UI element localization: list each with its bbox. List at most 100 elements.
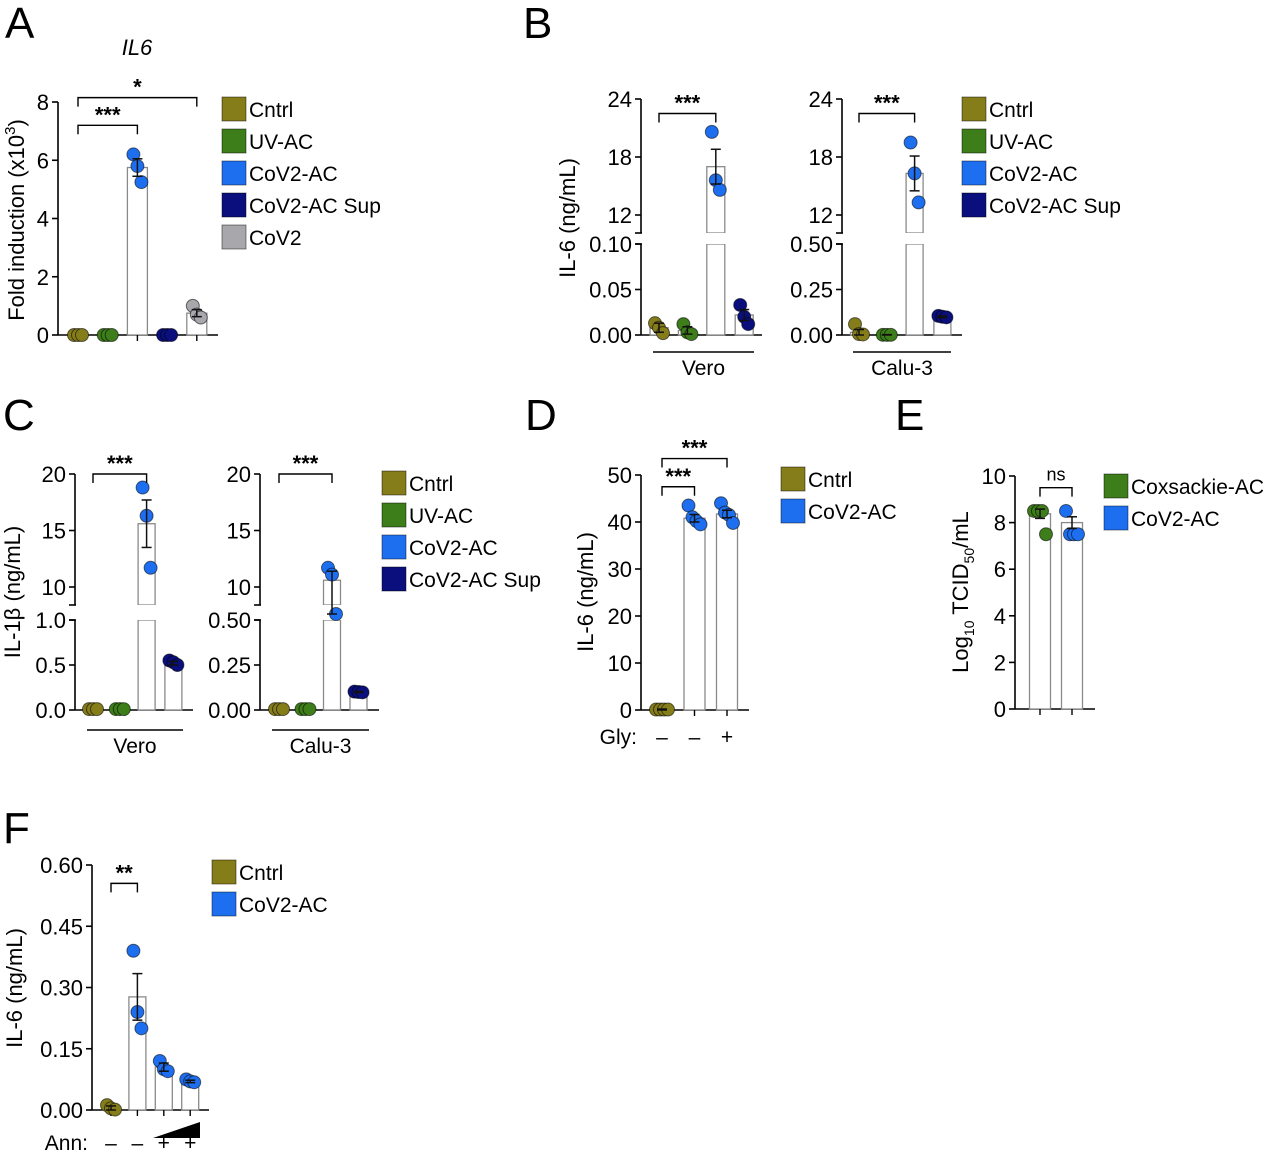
y-axis-label-text: Fold induction (x10 <box>4 135 29 321</box>
y-tick-label: 0.10 <box>589 232 632 257</box>
legend-swatch <box>1103 505 1129 531</box>
y-axis-label: Fold induction (x103) <box>2 119 29 321</box>
bar <box>137 619 156 711</box>
significance-label: *** <box>293 451 319 476</box>
y-tick-label: 0.00 <box>208 698 251 723</box>
y-tick-label: 0.00 <box>790 323 833 348</box>
legend-label: CoV2-AC <box>989 163 1078 186</box>
y-tick-label: 18 <box>608 145 632 170</box>
legend-swatch <box>1103 473 1129 499</box>
data-point <box>75 328 89 342</box>
significance-bracket <box>658 112 717 123</box>
y-axis-label-sub: 10 <box>961 620 977 636</box>
group-label: Vero <box>113 735 156 758</box>
data-point <box>135 480 150 495</box>
y-tick-label: 20 <box>42 462 66 487</box>
legend-label: Cntrl <box>409 473 453 496</box>
group-label: Calu-3 <box>871 357 933 380</box>
bar <box>715 513 739 711</box>
legend-label: CoV2 <box>249 227 302 250</box>
y-tick-label: 10 <box>608 651 632 676</box>
condition-value: + <box>721 726 733 749</box>
bar-break-gap <box>704 233 727 244</box>
y-tick-label: 20 <box>227 462 251 487</box>
panel-b-calu3: 0.00 0.25 0.50 12 18 24 *** Calu-3 Cntrl UV-AC CoV… <box>790 87 1121 380</box>
y-axis-label-text: TCID <box>948 563 973 620</box>
condition-label: Ann: <box>45 1132 88 1155</box>
y-tick-label: 50 <box>608 463 632 488</box>
data-point <box>90 702 104 717</box>
legend-swatch <box>221 160 247 186</box>
significance-bracket <box>661 486 696 496</box>
data-point <box>1035 503 1049 518</box>
y-tick-label: 0.30 <box>40 976 83 1001</box>
legend-swatch <box>780 498 806 524</box>
data-point <box>276 702 290 717</box>
legend-label: CoV2-AC <box>249 163 338 186</box>
legend-label: CoV2-AC Sup <box>409 569 541 592</box>
legend-label: CoV2-AC Sup <box>989 195 1121 218</box>
panel-c-calu3: 0.00 0.25 0.50 10 15 20 *** Calu-3 Cntrl UV-AC CoV… <box>208 451 541 758</box>
y-tick-label: 15 <box>42 519 66 544</box>
y-axis-label: IL-6 (ng/mL) <box>2 928 27 1048</box>
bar <box>322 619 342 711</box>
data-point <box>903 135 918 150</box>
y-tick-label: 0.5 <box>35 653 66 678</box>
panel-letter: F <box>3 804 30 853</box>
y-tick-label: 0.0 <box>35 698 66 723</box>
y-tick-label: 8 <box>994 511 1006 536</box>
data-point <box>1071 527 1085 542</box>
bar-break-gap <box>904 233 926 244</box>
y-tick-label: 24 <box>608 87 632 112</box>
panel-letter: C <box>3 391 35 440</box>
y-tick-label: 0.25 <box>790 278 833 303</box>
legend-label: Cntrl <box>989 99 1033 122</box>
group-label: Calu-3 <box>290 735 352 758</box>
y-tick-label: 0.00 <box>589 323 632 348</box>
y-tick-label: 30 <box>608 557 632 582</box>
y-tick-label: 4 <box>37 207 49 232</box>
y-tick-label: 0.25 <box>208 653 251 678</box>
legend-swatch <box>221 96 247 122</box>
legend-label: Cntrl <box>808 469 852 492</box>
panel-e: 0 2 4 6 8 10 ns Coxsackie-AC CoV2-AC <box>982 464 1265 722</box>
significance-bracket <box>1039 486 1073 497</box>
panel-c-vero: 0.0 0.5 1.0 10 15 20 *** Vero <box>35 451 193 758</box>
legend-swatch <box>221 192 247 218</box>
y-tick-label: 12 <box>809 203 833 228</box>
y-tick-label: 20 <box>608 604 632 629</box>
bar <box>1060 521 1084 710</box>
data-point <box>712 182 727 197</box>
legend-label: UV-AC <box>989 131 1053 154</box>
data-point <box>302 702 317 717</box>
y-axis-label-text: /mL <box>948 511 973 548</box>
dose-wedge <box>153 1122 200 1138</box>
significance-bracket <box>92 473 148 483</box>
significance-label: *** <box>675 91 701 116</box>
y-tick-label: 0.45 <box>40 914 83 939</box>
y-axis-label: IL-1β (ng/mL) <box>0 526 25 658</box>
y-tick-label: 0.15 <box>40 1037 83 1062</box>
legend-label: Coxsackie-AC <box>1131 476 1264 499</box>
legend-label: CoV2-AC <box>808 501 897 524</box>
legend-label: CoV2-AC Sup <box>249 195 381 218</box>
legend-swatch <box>381 470 407 496</box>
data-point <box>134 175 149 190</box>
data-point <box>681 498 696 513</box>
y-tick-label: 2 <box>37 265 49 290</box>
legend-swatch <box>780 466 806 492</box>
data-point <box>1059 503 1073 518</box>
y-tick-label: 0.50 <box>790 232 833 257</box>
legend-swatch <box>961 128 987 154</box>
y-tick-label: 0 <box>994 697 1006 722</box>
data-point <box>726 515 740 530</box>
significance-bracket <box>858 112 916 123</box>
y-axis-label-text: Log <box>948 636 973 673</box>
legend-label: UV-AC <box>409 505 473 528</box>
significance-bracket <box>661 457 728 468</box>
y-tick-label: 15 <box>227 519 251 544</box>
data-point <box>104 328 119 342</box>
condition-label: Gly: <box>600 726 637 749</box>
bar <box>683 517 706 711</box>
